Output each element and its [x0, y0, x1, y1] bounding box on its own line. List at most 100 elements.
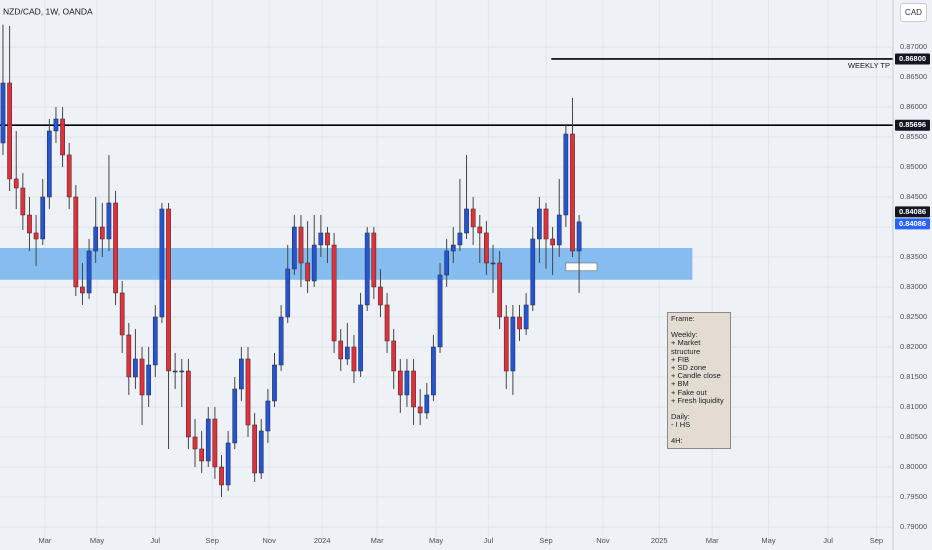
price-tag-label: 0.84086	[899, 219, 926, 228]
candle-body	[371, 232, 377, 288]
y-tick-label: 0.86000	[900, 102, 927, 111]
candle-body	[152, 316, 158, 366]
candle-body	[258, 430, 264, 474]
candle-body	[411, 370, 416, 408]
candle-body	[20, 187, 26, 216]
level-tag	[895, 53, 930, 65]
note-group: 4H:	[671, 437, 727, 445]
candle-body	[543, 208, 549, 240]
price-tag	[895, 218, 930, 230]
x-tick-label: 2024	[314, 536, 331, 545]
candle-body	[358, 304, 363, 372]
symbol-title: NZD/CAD, 1W, OANDA	[3, 6, 93, 16]
note-line: + FIB	[671, 354, 690, 364]
x-tick-label: Sep	[870, 536, 883, 545]
candle-body	[159, 208, 165, 318]
candle-body	[93, 226, 99, 252]
candle-body	[431, 346, 436, 396]
candle-body	[503, 316, 509, 372]
candle-body	[146, 364, 152, 396]
note-line: + Fake out	[671, 387, 707, 397]
candle-body	[133, 358, 138, 378]
note-line: + BM	[671, 379, 689, 389]
candle-body	[126, 334, 132, 378]
candle-body	[424, 394, 430, 414]
candle-body	[417, 406, 423, 414]
price-tag	[895, 206, 930, 218]
candle-body	[437, 274, 443, 348]
candle-body	[378, 286, 383, 306]
candle-body	[576, 221, 582, 252]
plot-area: WEEKLY TP	[0, 0, 893, 540]
note-line: - I HS	[671, 420, 691, 430]
candle-body	[0, 82, 6, 144]
x-tick-label: Jul	[150, 536, 160, 545]
note-group: Daily: - I HS	[671, 412, 727, 430]
candle-body	[517, 316, 522, 330]
candle-body	[457, 232, 463, 246]
y-tick-label: 0.86500	[900, 72, 927, 81]
y-tick-label: 0.82500	[900, 312, 927, 321]
candle-body	[477, 226, 483, 234]
y-tick-label: 0.79000	[900, 522, 927, 531]
candle-body	[563, 133, 569, 216]
candle-body	[331, 244, 337, 342]
candle-body	[397, 370, 403, 396]
candle-body	[73, 196, 79, 288]
candle-body	[252, 424, 257, 474]
candle-body	[139, 358, 145, 396]
currency-button[interactable]: CAD	[900, 3, 927, 22]
candle-body	[272, 364, 277, 402]
level-text: WEEKLY TP	[848, 61, 890, 70]
note-line: 4H:	[671, 436, 683, 446]
x-tick-label: Jul	[823, 536, 833, 545]
y-tick-label: 0.87000	[900, 42, 927, 51]
candle-body	[391, 340, 397, 372]
level-tag-label: 0.86800	[899, 54, 926, 63]
candle-body	[239, 358, 244, 390]
y-tick-label: 0.83500	[900, 252, 927, 261]
candle-body	[205, 418, 211, 462]
candle-body	[46, 130, 52, 198]
candle-body	[537, 208, 542, 240]
candle-body	[285, 268, 291, 318]
candle-body	[179, 370, 185, 373]
candle-body	[325, 232, 330, 246]
level-tag	[895, 119, 930, 131]
x-tick-label: Mar	[371, 536, 384, 545]
candle-body	[166, 208, 171, 372]
candle-body	[556, 214, 562, 246]
candle-body	[60, 118, 65, 156]
y-tick-label: 0.82000	[900, 342, 927, 351]
x-tick-label: May	[761, 536, 775, 545]
candle-body	[292, 226, 297, 270]
candle-body	[550, 238, 555, 246]
candle-body	[351, 346, 357, 372]
x-tick-label: May	[429, 536, 443, 545]
candle-body	[470, 208, 476, 228]
candle-body	[384, 304, 390, 342]
candle-body	[305, 262, 310, 282]
candle-body	[186, 370, 191, 438]
note-line: Frame:	[671, 314, 695, 323]
candle-body	[278, 316, 284, 366]
note-box: Frame: Weekly: + Market structure + FIB + SD…	[667, 312, 731, 449]
candle-body	[99, 226, 105, 240]
candle-body	[66, 154, 72, 198]
x-tick-label: Nov	[596, 536, 610, 545]
candle-body	[225, 442, 231, 486]
note-group: Weekly: + Market structure + FIB + SD zone +…	[671, 330, 727, 405]
candle-body	[490, 262, 496, 265]
x-tick-label: 2025	[651, 536, 668, 545]
note-line: + Market structure	[671, 338, 701, 356]
note-group: Frame:	[671, 314, 727, 323]
candle-body	[40, 196, 46, 240]
candle-body	[212, 418, 218, 468]
price-axis-bg	[893, 0, 932, 550]
level-tag-label: 0.85696	[899, 120, 926, 129]
note-line: + Candle close	[671, 371, 721, 381]
y-tick-label: 0.83000	[900, 282, 927, 291]
candle-body	[53, 118, 59, 132]
y-tick-label: 0.80000	[900, 462, 927, 471]
